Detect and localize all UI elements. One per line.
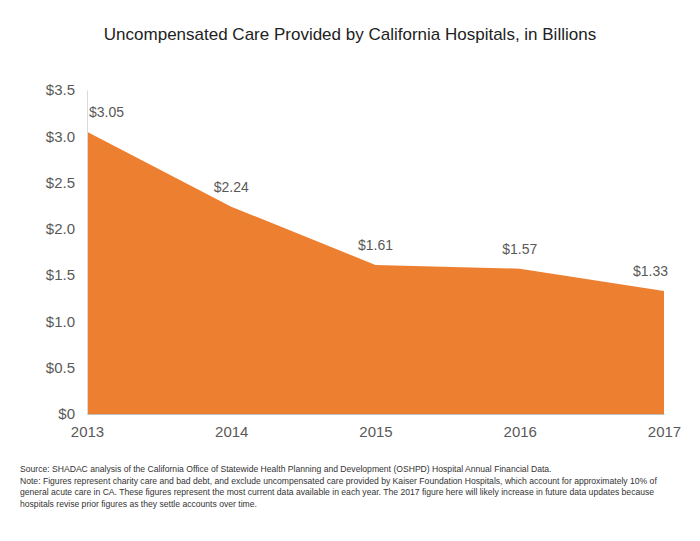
- x-tick-label: 2014: [215, 423, 248, 440]
- y-tick: $1.0: [46, 313, 87, 330]
- chart: Uncompensated Care Provided by Californi…: [0, 0, 700, 541]
- data-label: $1.33: [633, 263, 668, 279]
- y-axis-line: [87, 91, 88, 415]
- y-tick-label: $1.0: [46, 313, 75, 330]
- x-tick: 2014: [215, 414, 248, 440]
- x-tick: 2015: [359, 414, 392, 440]
- x-tick-label: 2016: [504, 423, 537, 440]
- y-tick-label: $2.5: [46, 174, 75, 191]
- x-tick: 2013: [71, 414, 104, 440]
- chart-title: Uncompensated Care Provided by Californi…: [104, 25, 596, 44]
- x-axis: 2013 2014 2015 2016 2017: [71, 414, 681, 440]
- source-note: Source: SHADAC analysis of the Californi…: [20, 464, 552, 474]
- data-label: $3.05: [89, 104, 124, 120]
- y-tick-label: $0.5: [46, 359, 75, 376]
- y-tick: $2.0: [46, 220, 87, 237]
- y-tick-label: $1.5: [46, 266, 75, 283]
- x-axis-line: [88, 414, 665, 415]
- plot-area: [87, 132, 664, 414]
- x-tick: 2017: [648, 414, 681, 440]
- y-tick-label: $3.5: [46, 81, 75, 98]
- x-tick-label: 2015: [359, 423, 392, 440]
- data-labels: $3.05 $2.24 $1.61 $1.57 $1.33: [89, 104, 668, 279]
- y-tick: $3.0: [46, 128, 87, 145]
- data-label: $2.24: [214, 179, 249, 195]
- y-tick-label: $0: [58, 405, 75, 422]
- y-tick: $1.5: [46, 266, 87, 283]
- area: [87, 132, 664, 414]
- y-tick: $2.5: [46, 174, 87, 191]
- y-tick-label: $2.0: [46, 220, 75, 237]
- x-tick: 2016: [504, 414, 537, 440]
- y-tick: $0.5: [46, 359, 87, 376]
- data-label: $1.57: [502, 241, 537, 257]
- y-tick: $0: [58, 405, 87, 422]
- data-label: $1.61: [358, 237, 393, 253]
- y-tick: $3.5: [46, 81, 87, 98]
- x-tick-label: 2013: [71, 423, 104, 440]
- y-axis: $0 $0.5 $1.0 $1.5 $2.0 $2.5 $3.0 $3.5: [46, 81, 88, 422]
- x-tick-label: 2017: [648, 423, 681, 440]
- y-tick-label: $3.0: [46, 128, 75, 145]
- footnote: Note: Figures represent charity care and…: [20, 476, 657, 509]
